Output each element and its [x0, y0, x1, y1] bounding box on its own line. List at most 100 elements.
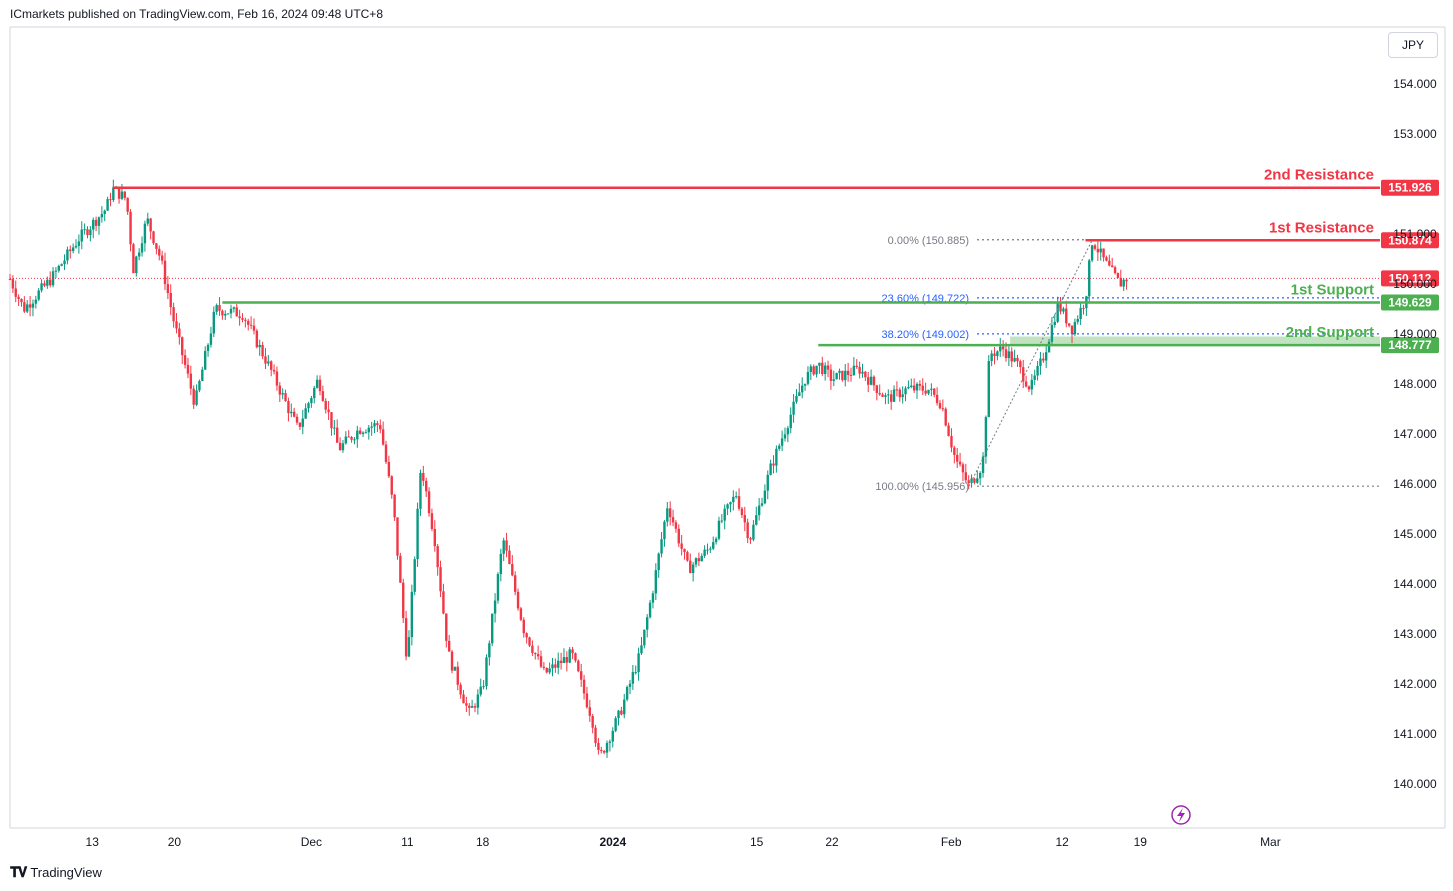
price-axis[interactable]: 140.000 141.000 142.000 143.000 144.000 145.0…	[1393, 77, 1437, 791]
candle-body	[717, 520, 721, 539]
candle-body	[149, 218, 152, 232]
candle-body	[953, 447, 956, 455]
candle-body	[930, 388, 933, 390]
candle-body	[112, 187, 115, 201]
candle-body	[990, 353, 993, 362]
candle-body	[1108, 260, 1111, 266]
candle-body	[823, 365, 827, 375]
candle-body	[166, 284, 170, 294]
candle-body	[686, 552, 689, 561]
candle-body	[295, 416, 299, 423]
candle-body	[766, 474, 769, 491]
candle-body	[933, 388, 936, 395]
candle-body	[1090, 245, 1094, 261]
candle-body	[1027, 386, 1031, 390]
fib-label: 100.00% (145.956)	[875, 481, 969, 493]
candle-body	[640, 645, 643, 654]
y-tick-label: 143.000	[1393, 627, 1437, 641]
candle-body	[1044, 352, 1048, 361]
candle-body	[522, 619, 525, 634]
price-tag-text: 149.629	[1388, 296, 1432, 310]
candle-body	[798, 392, 801, 396]
candle-body	[60, 264, 63, 266]
candle-body	[938, 403, 942, 409]
candle-body	[269, 361, 273, 370]
candle-body	[1122, 279, 1125, 287]
candle-body	[252, 325, 256, 331]
candle-body	[143, 223, 147, 244]
candle-body	[63, 260, 66, 265]
candle-body	[284, 393, 287, 402]
candle-body	[605, 742, 609, 753]
candle-body	[181, 337, 184, 356]
candle-body	[855, 365, 858, 367]
candle-body	[80, 229, 83, 242]
candle-body	[534, 652, 537, 655]
candle-body	[77, 241, 81, 246]
candle-body	[315, 379, 319, 388]
candle-body	[473, 706, 477, 708]
candle-body	[381, 429, 385, 445]
candle-body	[941, 408, 945, 410]
candle-body	[780, 438, 784, 446]
x-tick-label: Feb	[941, 835, 962, 849]
candle-body	[631, 672, 635, 684]
candle-body	[1030, 379, 1034, 390]
candle-body	[921, 385, 924, 391]
candle-body	[183, 355, 187, 365]
candle-body	[700, 555, 703, 562]
candle-body	[637, 653, 640, 673]
candle-body	[8, 279, 12, 280]
candle-body	[801, 385, 804, 393]
candle-body	[1013, 357, 1016, 362]
candle-body	[175, 321, 178, 329]
candle-body	[436, 546, 439, 568]
candle-body	[976, 478, 979, 483]
candle-body	[689, 560, 692, 574]
candle-body	[71, 247, 75, 252]
lightning-icon[interactable]	[1171, 805, 1191, 825]
candle-body	[146, 218, 149, 224]
candle-body	[591, 715, 594, 728]
candle-body	[651, 593, 655, 603]
candle-body	[218, 305, 221, 311]
candle-body	[723, 508, 726, 521]
x-tick-label: 20	[168, 835, 182, 849]
level-price-tag: 149.629	[1381, 294, 1439, 311]
candle-body	[396, 517, 399, 556]
currency-button[interactable]: JPY	[1388, 32, 1438, 58]
candle-body	[456, 666, 459, 685]
time-axis[interactable]: 13 20 Dec 11 18 2024 15 22 Feb 12 19 Mar	[86, 835, 1281, 849]
candle-body	[232, 307, 236, 309]
candle-body	[17, 296, 20, 299]
candle-body	[424, 480, 428, 492]
candle-body	[109, 199, 112, 201]
candle-body	[602, 750, 606, 753]
candle-body	[163, 260, 167, 285]
candle-body	[1039, 358, 1042, 367]
candle-body	[660, 539, 663, 554]
x-tick-label: 18	[476, 835, 490, 849]
candle-body	[86, 229, 89, 236]
candle-body	[993, 353, 996, 357]
candle-body	[126, 197, 129, 212]
candle-body	[172, 307, 175, 322]
candle-body	[772, 463, 775, 466]
candle-body	[373, 423, 376, 427]
candle-body	[26, 304, 29, 312]
candle-body	[1050, 324, 1054, 342]
candle-body	[513, 575, 517, 592]
price-tag-bg	[1381, 232, 1439, 249]
candle-body	[459, 684, 462, 695]
candle-body	[927, 389, 930, 394]
candle-body	[482, 686, 485, 688]
candle-body	[671, 517, 675, 523]
candle-body	[588, 707, 592, 716]
candle-body	[445, 613, 448, 641]
candle-body	[1096, 248, 1100, 253]
candle-body	[327, 409, 330, 413]
candle-body	[694, 558, 698, 565]
candle-body	[310, 398, 313, 404]
candle-body	[852, 365, 856, 376]
